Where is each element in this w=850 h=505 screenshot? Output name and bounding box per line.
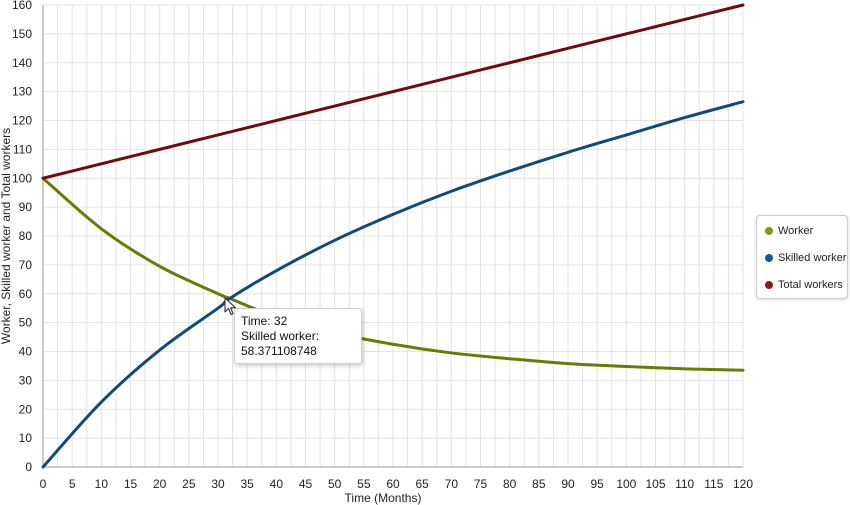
x-tick-label: 45 — [299, 477, 313, 491]
x-tick-label: 55 — [357, 477, 371, 491]
x-tick-label: 60 — [386, 477, 400, 491]
tooltip-value: 58.371108748 — [241, 344, 317, 358]
legend-item-total-workers[interactable]: Total workers — [765, 277, 843, 293]
y-tick-label: 140 — [12, 56, 32, 70]
legend-item-skilled-worker[interactable]: Skilled worker — [765, 250, 846, 266]
x-tick-label: 90 — [561, 477, 575, 491]
x-tick-label: 80 — [503, 477, 517, 491]
x-tick-label: 30 — [211, 477, 225, 491]
x-tick-label: 5 — [69, 477, 76, 491]
x-tick-label: 120 — [733, 477, 753, 491]
legend-label-total-workers: Total workers — [778, 279, 843, 291]
x-tick-label: 115 — [704, 477, 723, 491]
tooltip-time: Time: 32 — [241, 314, 288, 328]
x-tick-label: 40 — [270, 477, 284, 491]
y-tick-label: 100 — [12, 171, 32, 185]
mouse-pointer-icon — [224, 297, 237, 316]
y-tick-label: 10 — [19, 431, 33, 445]
y-tick-label: 150 — [12, 27, 32, 41]
legend-label-worker: Worker — [778, 225, 814, 237]
x-tick-label: 0 — [40, 477, 47, 491]
legend: Worker Skilled worker Total workers — [756, 215, 848, 299]
x-tick-label: 35 — [240, 477, 254, 491]
x-tick-label: 70 — [445, 477, 459, 491]
grid — [42, 4, 744, 468]
x-tick-label: 75 — [474, 477, 488, 491]
y-tick-label: 130 — [12, 85, 32, 99]
x-tick-label: 110 — [675, 477, 694, 491]
x-tick-label: 10 — [95, 477, 109, 491]
y-tick-label: 20 — [19, 402, 33, 416]
x-tick-label: 20 — [153, 477, 167, 491]
y-tick-label: 50 — [19, 316, 33, 330]
y-tick-label: 60 — [19, 287, 33, 301]
data-tooltip: Time: 32 Skilled worker: 58.371108748 — [234, 308, 362, 364]
x-tick-label: 50 — [328, 477, 342, 491]
y-tick-label: 80 — [19, 229, 33, 243]
legend-dot-skilled-worker — [765, 254, 773, 262]
axes — [42, 5, 744, 468]
x-tick-label: 95 — [590, 477, 604, 491]
x-tick-label: 25 — [182, 477, 196, 491]
y-axis-title: Worker, Skilled worker and Total workers — [0, 128, 13, 344]
y-tick-label: 30 — [19, 373, 33, 387]
x-axis-title: Time (Months) — [345, 491, 422, 505]
y-tick-label: 110 — [13, 142, 32, 156]
legend-item-worker[interactable]: Worker — [765, 223, 813, 239]
x-tick-label: 85 — [532, 477, 546, 491]
legend-dot-total-workers — [765, 281, 773, 289]
series-line-skilled-worker[interactable] — [41, 100, 745, 469]
x-tick-label: 15 — [124, 477, 138, 491]
series-line-total-workers[interactable] — [41, 3, 745, 180]
tick-labels: 0 5 10 15 20 25 30 35 40 45 50 55 60 65 70 75 80 85 90 95 10… — [12, 0, 753, 491]
y-tick-label: 160 — [12, 0, 32, 12]
legend-label-skilled-worker: Skilled worker — [778, 252, 847, 264]
legend-dot-worker — [765, 227, 773, 235]
tooltip-series: Skilled worker: — [241, 329, 320, 343]
x-tick-label: 105 — [645, 477, 665, 491]
y-tick-label: 0 — [25, 460, 32, 474]
x-tick-label: 65 — [415, 477, 429, 491]
y-tick-label: 120 — [12, 114, 32, 128]
x-tick-label: 100 — [616, 477, 636, 491]
y-tick-label: 40 — [19, 345, 33, 359]
y-tick-label: 90 — [19, 200, 33, 214]
y-tick-label: 70 — [19, 258, 33, 272]
